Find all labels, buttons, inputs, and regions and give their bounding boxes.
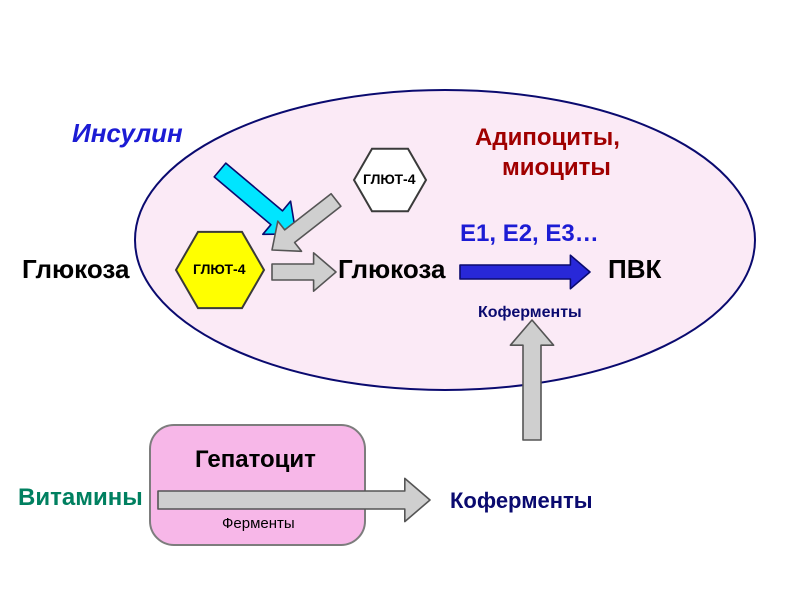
- myocytes-label: миоциты: [502, 154, 611, 182]
- adipocytes-label: Адипоциты,: [475, 124, 620, 152]
- glucose-extracellular-label: Глюкоза: [22, 254, 129, 285]
- hepatocyte-label: Гепатоцит: [195, 446, 316, 474]
- insulin-label: Инсулин: [72, 118, 183, 149]
- coenzymes-upper-label: Коферменты: [478, 304, 582, 322]
- vitamins-label: Витамины: [18, 484, 143, 512]
- glut4-inner-label: ГЛЮТ-4: [363, 171, 416, 187]
- enzymes-e-label: Е1, Е2, Е3…: [460, 220, 599, 248]
- enzymes-label: Ферменты: [222, 515, 295, 532]
- pyruvate-label: ПВК: [608, 254, 661, 285]
- glut4-outer-label: ГЛЮТ-4: [193, 261, 246, 277]
- glucose-intracellular-label: Глюкоза: [338, 254, 445, 285]
- coenzymes-lower-label: Коферменты: [450, 488, 593, 514]
